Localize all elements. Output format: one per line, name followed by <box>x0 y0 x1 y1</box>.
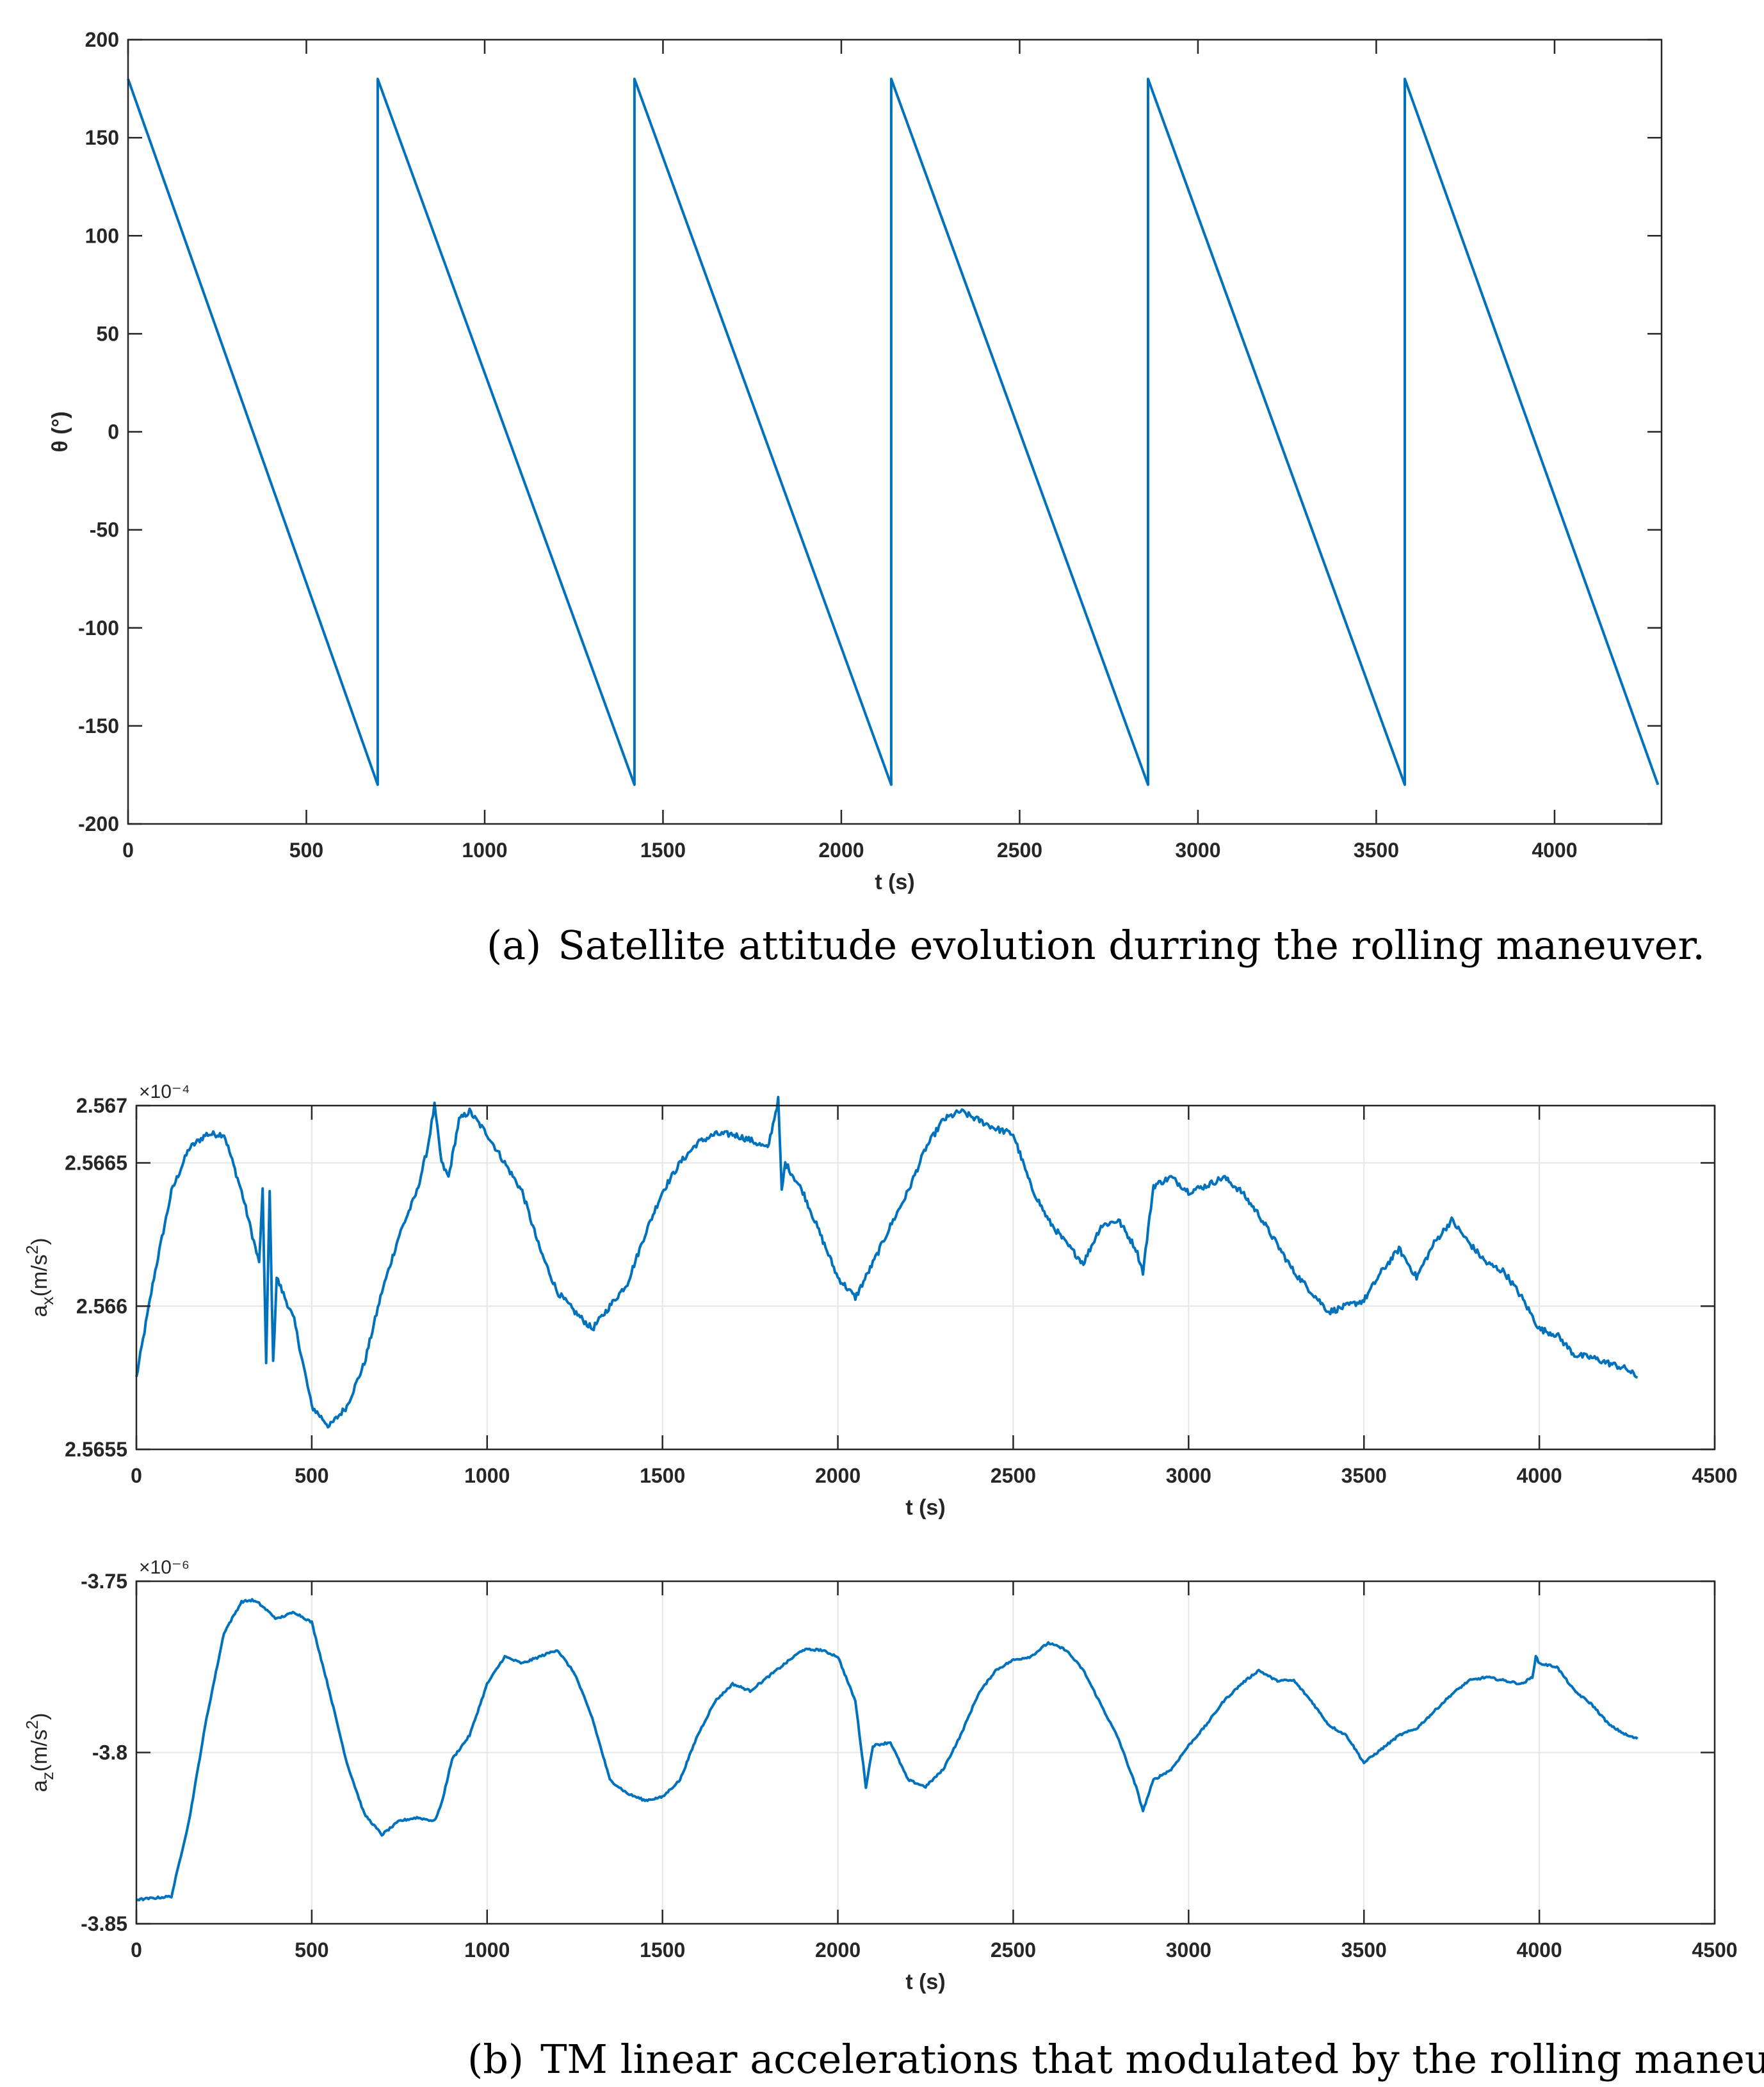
x-tick-label: 1500 <box>640 1938 685 1962</box>
x-tick-label: 500 <box>295 1938 328 1962</box>
x-tick-label: 0 <box>131 1464 142 1487</box>
x-tick-label: 3000 <box>1166 1938 1211 1962</box>
axis-exponent: ×10⁻⁴ <box>139 1081 190 1102</box>
series-line-theta <box>127 77 1660 786</box>
y-tick-label: 50 <box>96 322 119 345</box>
x-tick-label: 3000 <box>1166 1464 1211 1487</box>
x-tick-label: 0 <box>131 1938 142 1962</box>
x-tick-label: 1000 <box>464 1464 510 1487</box>
caption-b-text: TM linear accelerations that modulated b… <box>540 2036 1764 2083</box>
caption-b: (b) TM linear accelerations that modulate… <box>467 2036 1764 2083</box>
x-axis-label: t (s) <box>905 1495 945 1520</box>
y-axis-label: θ (°) <box>48 411 72 452</box>
x-tick-label: 500 <box>295 1464 328 1487</box>
y-axis-label: ax(m/s2) <box>22 1238 57 1317</box>
x-tick-label: 4500 <box>1692 1464 1737 1487</box>
chart-theta: 0 500 1000 1500 2000 2500 3000 3500 4000-200-150… <box>48 28 1663 894</box>
x-tick-label: 2500 <box>997 839 1042 862</box>
x-tick-label: 4500 <box>1692 1938 1737 1962</box>
chart-az: 0 500 1000 1500 2000 2500 3000 3500 4000 4500 -3.8… <box>22 1557 1738 1994</box>
y-tick-label: -3.8 <box>92 1741 127 1764</box>
y-tick-label: 150 <box>85 126 119 149</box>
x-tick-label: 2500 <box>991 1938 1036 1962</box>
series-line-az <box>136 1598 1639 1902</box>
y-tick-label: 0 <box>108 421 119 444</box>
x-tick-label: 1500 <box>640 1464 685 1487</box>
x-tick-label: 4000 <box>1517 1938 1562 1962</box>
caption-b-tag: (b) <box>467 2036 524 2083</box>
y-tick-label: -200 <box>78 812 119 835</box>
y-tick-label: -50 <box>90 519 119 542</box>
y-tick-label: -150 <box>78 714 119 737</box>
x-tick-label: 500 <box>289 839 323 862</box>
y-tick-label: 100 <box>85 224 119 247</box>
chart-ax: 0 500 1000 1500 2000 2500 3000 3500 4000 4500 2.56… <box>22 1081 1738 1520</box>
x-tick-label: 3500 <box>1354 839 1399 862</box>
series-line-ax <box>135 1095 1639 1429</box>
y-tick-label: 2.567 <box>76 1094 127 1117</box>
x-tick-label: 4000 <box>1532 839 1577 862</box>
x-tick-label: 2000 <box>815 1464 861 1487</box>
plot-area <box>136 1106 1715 1449</box>
caption-a: (a) Satellite attitude evolution durring … <box>487 922 1705 969</box>
axis-exponent: ×10⁻⁶ <box>139 1557 190 1578</box>
x-tick-label: 2500 <box>991 1464 1036 1487</box>
x-tick-label: 1000 <box>462 839 507 862</box>
y-tick-label: 2.566 <box>76 1294 127 1317</box>
y-tick-label: -3.75 <box>81 1570 127 1593</box>
x-tick-label: 3000 <box>1175 839 1220 862</box>
y-axis-label: az(m/s2) <box>22 1713 57 1793</box>
x-tick-label: 3500 <box>1341 1464 1387 1487</box>
y-tick-label: 2.5655 <box>65 1438 127 1461</box>
axes-box <box>135 1104 1716 1451</box>
x-tick-label: 1500 <box>640 839 686 862</box>
x-tick-label: 4000 <box>1517 1464 1562 1487</box>
x-tick-label: 1000 <box>464 1938 510 1962</box>
caption-a-text: Satellite attitude evolution durring the… <box>558 922 1705 969</box>
y-tick-label: -100 <box>78 616 119 640</box>
caption-a-tag: (a) <box>487 922 542 969</box>
y-tick-label: 2.5665 <box>65 1152 127 1175</box>
x-axis-label: t (s) <box>875 870 914 894</box>
plot-area <box>128 40 1662 824</box>
x-tick-label: 2000 <box>815 1938 861 1962</box>
x-axis-label: t (s) <box>905 1970 945 1994</box>
y-tick-label: 200 <box>85 28 119 51</box>
x-tick-label: 2000 <box>818 839 864 862</box>
x-tick-label: 3500 <box>1341 1938 1387 1962</box>
x-tick-label: 0 <box>122 839 134 862</box>
y-tick-label: -3.85 <box>81 1912 127 1935</box>
